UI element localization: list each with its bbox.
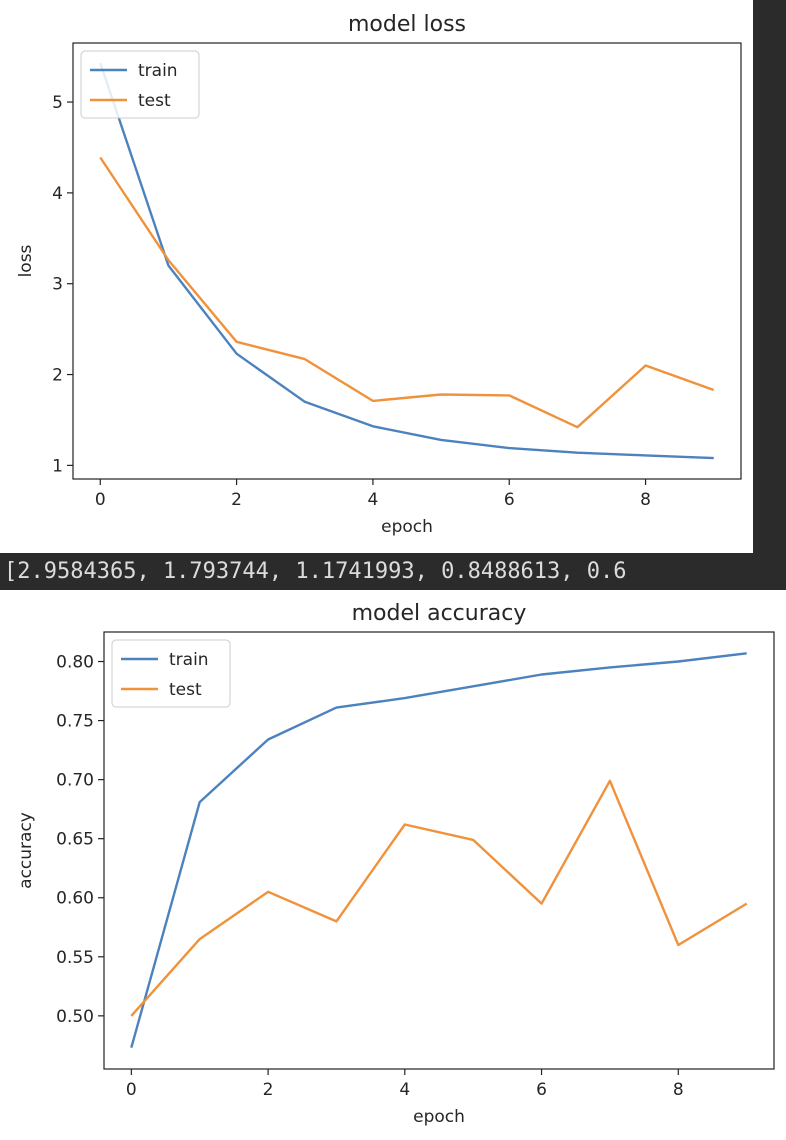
legend: train test: [111, 639, 231, 708]
series-line-test: [130, 779, 748, 1017]
x-axis-title: epoch: [413, 1107, 465, 1127]
legend-box: [111, 639, 231, 708]
y-tick-label: 0.60: [56, 889, 94, 909]
y-tick-label: 0.65: [56, 830, 94, 850]
plot-frame: [103, 631, 775, 1070]
plot-frame: [72, 42, 742, 480]
x-tick-label: 0: [95, 490, 106, 510]
y-tick-label: 0.50: [56, 1007, 94, 1027]
y-axis-title: accuracy: [16, 812, 36, 889]
y-tick-label: 0.75: [56, 712, 94, 732]
legend-label-train: train: [138, 61, 178, 81]
y-axis-title: loss: [16, 244, 36, 277]
legend-box: [80, 50, 200, 119]
x-axis-title: epoch: [381, 517, 433, 537]
series-line-test: [99, 156, 715, 429]
y-tick-label: 0.70: [56, 771, 94, 791]
x-tick-label: 4: [368, 490, 379, 510]
chart-title: model loss: [348, 12, 466, 37]
accuracy-chart-panel: model accuracy 0 2 4 6 8 0.50 0.55 0.60 0.65 0.70 0…: [0, 590, 786, 1140]
y-tick-label: 0.80: [56, 653, 94, 673]
x-tick-label: 8: [640, 490, 651, 510]
chart-title: model accuracy: [352, 601, 527, 626]
series-line-train: [130, 652, 747, 1049]
legend-label-train: train: [169, 650, 209, 670]
x-tick-label: 2: [263, 1080, 274, 1100]
x-tick-label: 2: [231, 490, 242, 510]
loss-chart: model loss 0 2 4 6 8 1 2 3 4 5 epoch loss train test: [16, 12, 742, 537]
x-tick-label: 6: [504, 490, 515, 510]
legend: train test: [80, 50, 200, 119]
y-tick-label: 4: [52, 184, 63, 204]
cell-output-text: [2.9584365, 1.793744, 1.1741993, 0.84886…: [4, 559, 627, 584]
y-tick-label: 1: [52, 456, 63, 476]
y-tick-label: 3: [52, 275, 63, 295]
x-tick-label: 8: [673, 1080, 684, 1100]
x-tick-label: 0: [126, 1080, 137, 1100]
legend-label-test: test: [169, 680, 202, 700]
legend-label-test: test: [138, 91, 171, 111]
y-tick-label: 2: [52, 366, 63, 386]
accuracy-chart: model accuracy 0 2 4 6 8 0.50 0.55 0.60 0.65 0.70 0…: [16, 601, 775, 1127]
x-tick-label: 6: [536, 1080, 547, 1100]
y-tick-label: 0.55: [56, 948, 94, 968]
loss-chart-panel: model loss 0 2 4 6 8 1 2 3 4 5 epoch loss train test: [0, 0, 753, 553]
series-line-train: [99, 62, 714, 460]
y-tick-label: 5: [52, 93, 63, 113]
x-tick-label: 4: [399, 1080, 410, 1100]
